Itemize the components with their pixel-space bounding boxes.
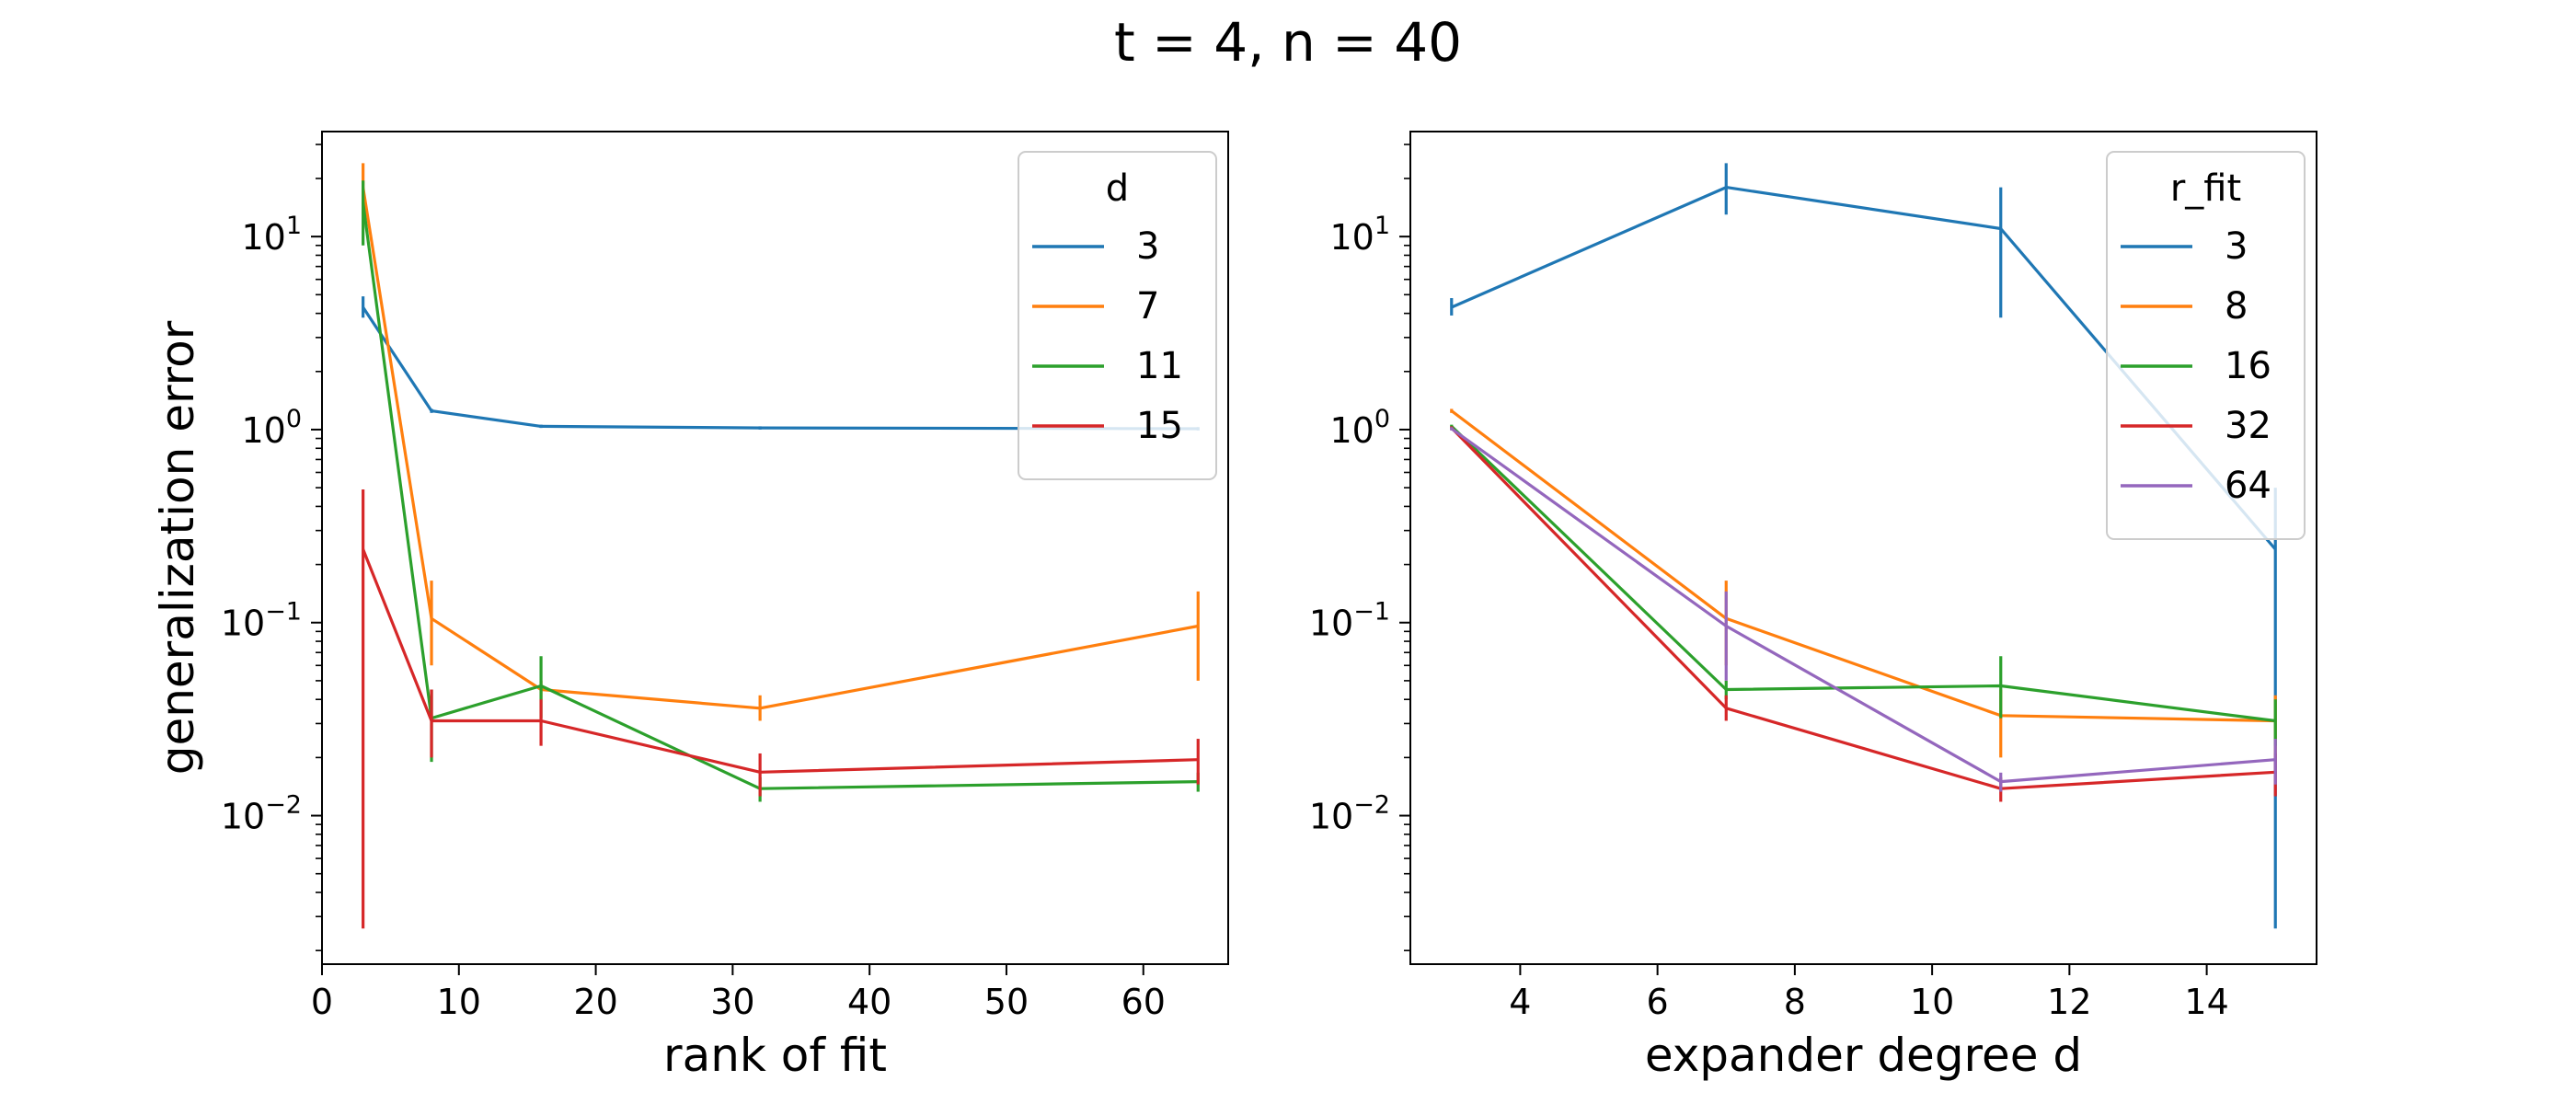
- legend-label-64: 64: [2225, 465, 2271, 507]
- x-tick-label: 12: [2047, 982, 2091, 1022]
- x-tick-label: 50: [984, 982, 1029, 1022]
- y-tick-label: 10−2: [1309, 791, 1390, 837]
- legend: r_fit 3 8 16 32 64: [2106, 151, 2306, 540]
- x-tick-label: 10: [437, 982, 481, 1022]
- x-tick-label: 20: [573, 982, 617, 1022]
- x-tick-label: 60: [1121, 982, 1166, 1022]
- legend: d3 7 11 15: [1018, 151, 1217, 480]
- y-tick-label: 10−2: [221, 791, 302, 837]
- figure-title: t = 4, n = 40: [1114, 11, 1462, 74]
- plot-area: [362, 163, 1200, 929]
- x-tick-label: 0: [311, 982, 333, 1022]
- plot-frame: [1409, 131, 2317, 965]
- legend-box: [1018, 151, 1217, 480]
- x-axis-label: expander degree d: [1645, 1029, 2082, 1082]
- y-axis-label: generalization error: [151, 320, 204, 775]
- series-line-8: [1450, 409, 2276, 723]
- x-tick-label: 30: [710, 982, 754, 1022]
- series-line-64: [1450, 427, 2276, 784]
- legend-label-3: 3: [2225, 225, 2248, 268]
- chart-panel-1: 101 100 10−1 10−2 0 10 20 30 40 50 60 rank of fit ge…: [151, 131, 1229, 1082]
- legend-title: r_fit: [2170, 167, 2241, 210]
- plot-frame: [321, 131, 1229, 965]
- legend-label-16: 16: [2225, 345, 2271, 387]
- legend-title: d: [1106, 167, 1129, 210]
- legend-label-32: 32: [2225, 405, 2271, 447]
- y-tick-label: 101: [241, 212, 302, 258]
- chart-panel-2: 101 100 10−1 10−2 4 6 8 10 12 14 expander degree d…: [1309, 131, 2317, 1082]
- legend-label-8: 8: [2225, 285, 2248, 328]
- x-tick-label: 10: [1910, 982, 1954, 1022]
- y-tick-label: 101: [1329, 212, 1390, 258]
- legend-label-7: 7: [1136, 285, 1159, 328]
- series-15: [362, 489, 1200, 929]
- series-3: [362, 296, 1200, 431]
- y-tick-label: 100: [1329, 405, 1390, 451]
- plot-area: [1450, 163, 2277, 929]
- series-line-16: [1450, 425, 2276, 723]
- x-tick-label: 14: [2184, 982, 2228, 1022]
- x-tick-label: 4: [1509, 982, 1531, 1022]
- x-tick-label: 40: [847, 982, 891, 1022]
- series-line-32: [1450, 426, 2276, 790]
- legend-label-3: 3: [1136, 225, 1159, 268]
- y-tick-label: 100: [241, 405, 302, 451]
- legend-label-15: 15: [1136, 405, 1183, 447]
- x-tick-label: 8: [1784, 982, 1806, 1022]
- legend-box: [2106, 151, 2306, 540]
- legend-label-11: 11: [1136, 345, 1183, 387]
- x-axis-label: rank of fit: [663, 1029, 887, 1082]
- y-tick-label: 10−1: [221, 598, 302, 644]
- x-tick-label: 6: [1647, 982, 1669, 1022]
- y-tick-label: 10−1: [1309, 598, 1390, 644]
- series-64: [1450, 427, 2277, 792]
